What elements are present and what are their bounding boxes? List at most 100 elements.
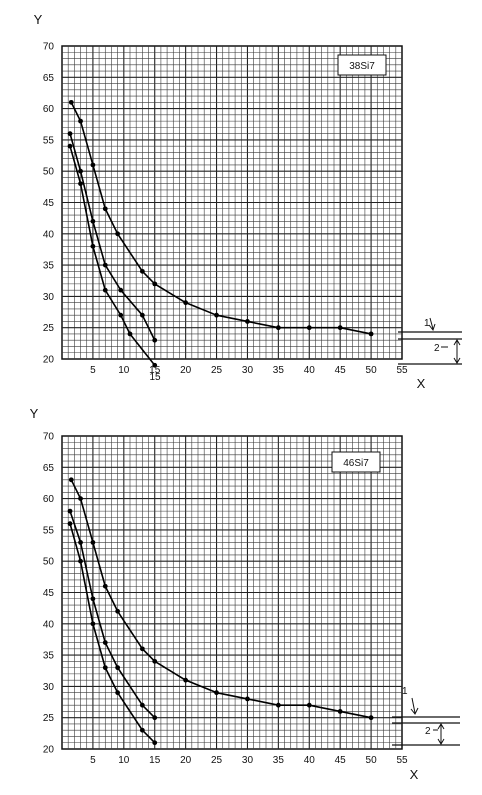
data-point (67, 131, 73, 137)
x-tick-label: 50 (366, 755, 378, 766)
data-point (115, 690, 121, 696)
data-point (67, 508, 73, 514)
data-point (139, 702, 145, 708)
series-layer (67, 477, 374, 746)
marker-2-arrows (453, 339, 461, 364)
x-tick-label: 25 (211, 365, 223, 376)
data-point (152, 658, 158, 664)
x-tick-label: 15 (149, 365, 161, 376)
marker-2-label: 2 (434, 343, 440, 354)
data-point (275, 702, 281, 708)
y-tick-label: 45 (43, 588, 55, 599)
tolerance-marker: 1 2 (398, 317, 462, 365)
tick-labels: 5 10 15 20 25 30 35 40 45 50 55 20 25 30 35 40 45 50 55 60 6… (43, 432, 408, 767)
x-tick-label: 25 (211, 755, 223, 766)
data-point (102, 206, 108, 212)
y-tick-label: 60 (43, 104, 55, 115)
data-point (90, 596, 96, 602)
y-tick-label: 30 (43, 292, 55, 303)
y-tick-label: 50 (43, 557, 55, 568)
data-point (78, 540, 83, 545)
marker-2-label: 2 (425, 726, 431, 737)
data-point (102, 287, 108, 293)
x-tick-label: 10 (118, 365, 130, 376)
marker-1-arrow (410, 697, 419, 715)
data-point (90, 218, 96, 224)
point-annotation: 15 (149, 372, 161, 383)
y-tick-label: 65 (43, 73, 55, 84)
data-point (90, 162, 96, 168)
data-point (90, 621, 96, 627)
data-point (90, 243, 96, 249)
data-point (78, 181, 83, 187)
x-tick-label: 45 (335, 755, 347, 766)
data-point (78, 558, 83, 564)
data-point (90, 540, 96, 545)
data-point (127, 331, 133, 337)
data-point (139, 312, 145, 318)
data-point (183, 300, 189, 306)
y-tick-label: 60 (43, 494, 55, 505)
y-tick-label: 55 (43, 135, 55, 146)
data-point (118, 312, 124, 318)
x-tick-label: 55 (396, 755, 408, 766)
data-point (368, 331, 374, 337)
x-axis-label: X (410, 767, 419, 782)
marker-1-label: 1 (424, 318, 430, 329)
x-tick-label: 20 (180, 365, 192, 376)
y-tick-label: 25 (43, 323, 55, 334)
x-axis-label: X (417, 376, 426, 391)
data-point (152, 715, 158, 721)
data-point (337, 325, 343, 331)
data-point (275, 325, 281, 331)
data-point (368, 715, 374, 721)
x-tick-label: 20 (180, 755, 192, 766)
data-point (78, 118, 83, 124)
y-tick-label: 70 (43, 42, 55, 53)
data-point (245, 319, 250, 324)
chart-38si7: 5 10 15 20 25 30 35 40 45 50 55 20 25 30 35 40 45 50 55 60 6… (34, 12, 462, 391)
data-point (214, 312, 219, 318)
x-tick-label: 30 (242, 365, 254, 376)
x-tick-label: 45 (335, 365, 347, 376)
series-line-1 (70, 101, 372, 335)
data-point (78, 496, 83, 501)
y-tick-label: 50 (43, 167, 55, 178)
data-point (139, 646, 145, 652)
y-tick-label: 55 (43, 525, 55, 536)
data-point (152, 337, 158, 343)
marker-1-arrow (428, 317, 436, 332)
data-point (68, 99, 74, 105)
y-tick-label: 70 (43, 432, 55, 443)
tick-labels: 5 10 15 20 25 30 35 40 45 50 55 20 25 30 35 40 45 50 55 60 6… (43, 42, 408, 377)
chart-title: 38Si7 (349, 61, 375, 72)
data-point (115, 231, 121, 237)
y-tick-label: 40 (43, 619, 55, 630)
legend-box: 46Si7 (331, 451, 381, 473)
x-tick-label: 40 (304, 365, 316, 376)
data-point (115, 608, 121, 614)
data-point (102, 640, 108, 645)
y-tick-label: 30 (43, 682, 55, 693)
data-point (152, 740, 158, 746)
x-tick-label: 30 (242, 755, 254, 766)
y-tick-label: 65 (43, 463, 55, 474)
y-tick-label: 40 (43, 229, 55, 240)
x-tick-label: 5 (90, 365, 96, 376)
y-tick-label: 25 (43, 713, 55, 724)
data-point (118, 287, 124, 293)
x-tick-label: 35 (273, 365, 285, 376)
data-point (306, 702, 312, 708)
x-tick-label: 10 (118, 755, 130, 766)
tolerance-marker: 1 2 (392, 686, 460, 746)
x-tick-label: 5 (90, 755, 96, 766)
chart-46si7: 5 10 15 20 25 30 35 40 45 50 55 20 25 30 35 40 45 50 55 60 6… (30, 406, 460, 782)
series-line-1 (70, 479, 372, 719)
x-tick-label: 15 (149, 755, 161, 766)
x-tick-label: 40 (304, 755, 316, 766)
marker-2-arrows (437, 723, 445, 745)
data-point (67, 521, 73, 527)
data-point (102, 583, 108, 589)
data-point (306, 325, 312, 331)
